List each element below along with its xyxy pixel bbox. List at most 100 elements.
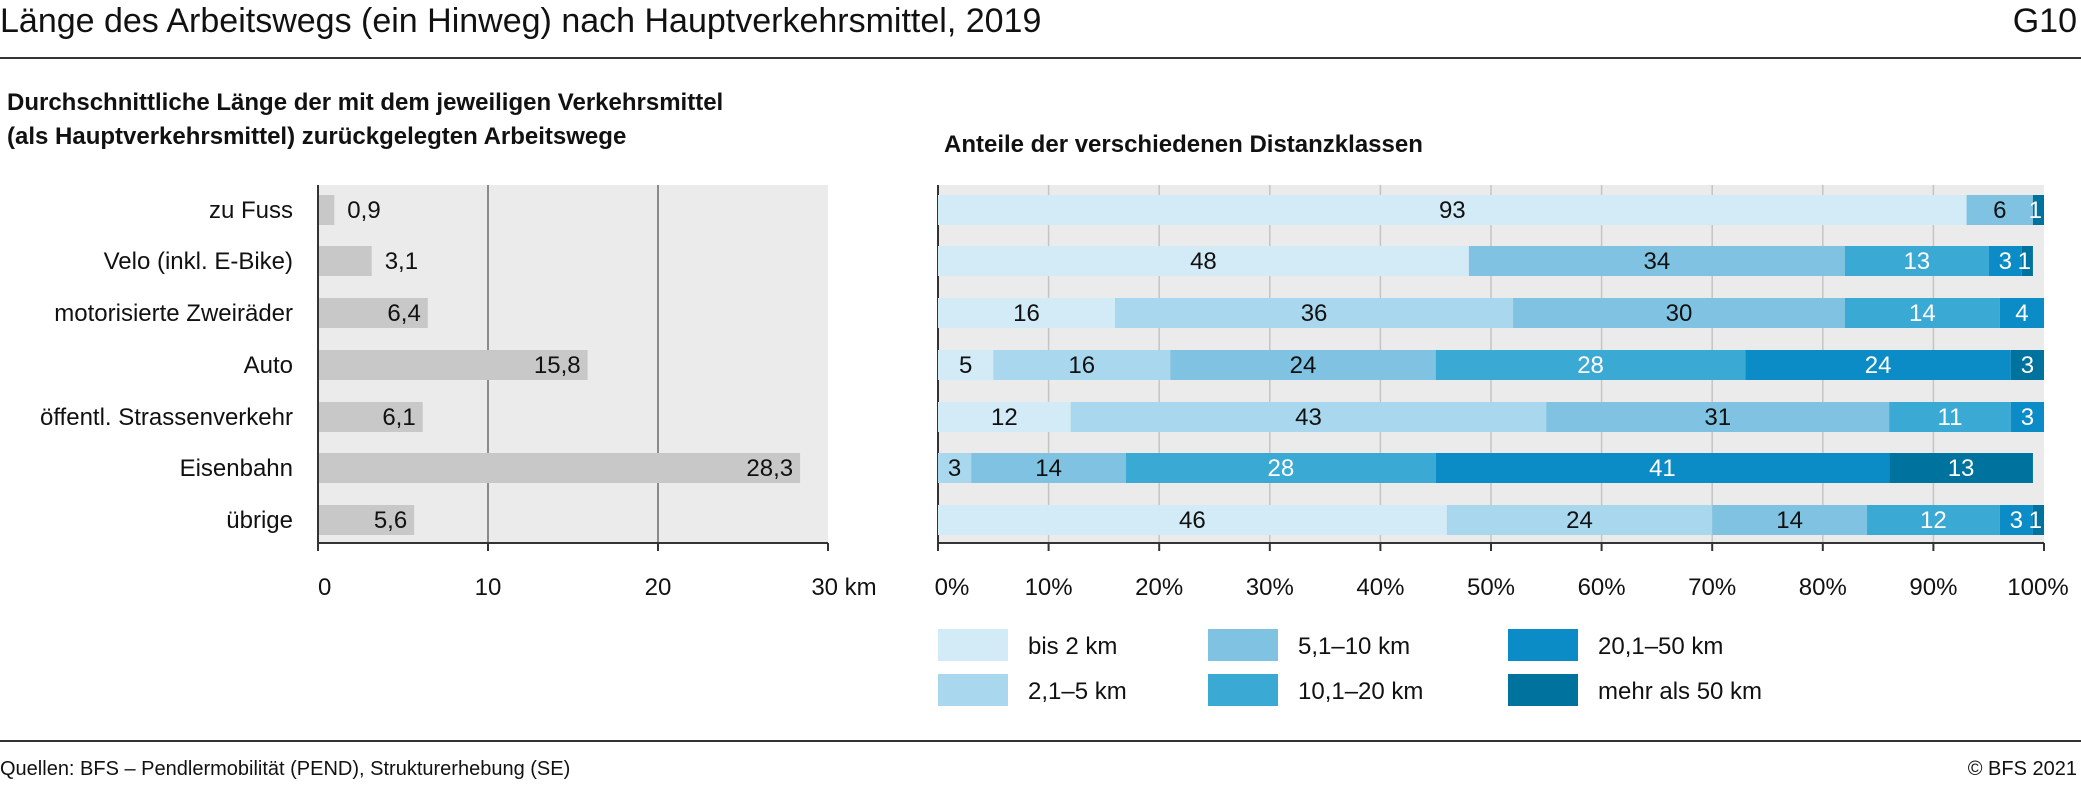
left-bar-auto xyxy=(319,350,588,380)
stacked-segment-auto-bis-2-km xyxy=(938,350,994,380)
stacked-segment-ffentl-strassenverkehr-10-1-20-km xyxy=(1889,402,2011,432)
stacked-value-label: 46 xyxy=(1179,507,1206,534)
stacked-value-label: 24 xyxy=(1290,352,1317,379)
stacked-value-label: 1 xyxy=(2029,507,2042,534)
stacked-segment-motorisierte-zweir-der-20-1-50-km xyxy=(1999,298,2044,328)
category-label-motorisierte-zweir-der: motorisierte Zweiräder xyxy=(54,300,293,327)
stacked-value-label: 14 xyxy=(1909,300,1936,327)
stacked-segment-ffentl-strassenverkehr-20-1-50-km xyxy=(2010,402,2044,432)
footer-rule xyxy=(0,740,2081,742)
stacked-segment-auto-10-1-20-km xyxy=(1435,350,1746,380)
stacked-value-label: 43 xyxy=(1295,404,1322,431)
stacked-segment-auto-2-1-5-km xyxy=(993,350,1171,380)
stacked-segment-auto-20-1-50-km xyxy=(1745,350,2011,380)
stacked-segment-auto-mehr-als-50-km xyxy=(2010,350,2044,380)
stacked-value-label: 5 xyxy=(959,352,972,379)
stacked-segment-velo-inkl-e-bike-20-1-50-km xyxy=(1988,246,2022,276)
right-x-tick-label: 60% xyxy=(1578,574,1626,601)
stacked-value-label: 13 xyxy=(1903,248,1930,275)
left-bar-value-label: 15,8 xyxy=(534,352,581,379)
stacked-value-label: 24 xyxy=(1865,352,1892,379)
stacked-value-label: 14 xyxy=(1776,507,1803,534)
stacked-value-label: 3 xyxy=(1999,248,2012,275)
stacked-value-label: 16 xyxy=(1068,352,1095,379)
stacked-value-label: 34 xyxy=(1644,248,1671,275)
left-x-tick-label: 30 km xyxy=(811,574,876,601)
stacked-segment-eisenbahn-5-1-10-km xyxy=(971,453,1127,483)
right-subtitle: Anteile der verschiedenen Distanzklassen xyxy=(944,131,1423,158)
stacked-value-label: 13 xyxy=(1948,455,1975,482)
stacked-segment-ffentl-strassenverkehr-2-1-5-km xyxy=(1070,402,1547,432)
stacked-value-label: 48 xyxy=(1190,248,1217,275)
left-bar-value-label: 3,1 xyxy=(385,248,418,275)
stacked-segment-eisenbahn-mehr-als-50-km xyxy=(1889,453,2033,483)
legend-swatch-10-1-20-km xyxy=(1208,674,1278,706)
right-x-tick-label: 90% xyxy=(1909,574,1957,601)
legend-label-2-1-5-km: 2,1–5 km xyxy=(1028,678,1127,705)
stacked-segment-velo-inkl-e-bike-5-1-10-km xyxy=(1468,246,1845,276)
legend-label-10-1-20-km: 10,1–20 km xyxy=(1298,678,1423,705)
legend-swatch-20-1-50-km xyxy=(1508,629,1578,661)
stacked-segment-zu-fuss-mehr-als-50-km xyxy=(2032,195,2044,225)
copyright: © BFS 2021 xyxy=(1967,758,2077,780)
stacked-value-label: 24 xyxy=(1566,507,1593,534)
chart-title: Länge des Arbeitswegs (ein Hinweg) nach … xyxy=(0,2,1042,40)
stacked-value-label: 12 xyxy=(991,404,1018,431)
stacked-value-label: 11 xyxy=(1938,404,1963,431)
stacked-segment-eisenbahn-10-1-20-km xyxy=(1126,453,1436,483)
stacked-value-label: 36 xyxy=(1301,300,1328,327)
legend-label-bis-2-km: bis 2 km xyxy=(1028,633,1117,660)
stacked-segment-motorisierte-zweir-der-5-1-10-km xyxy=(1513,298,1845,328)
stacked-value-label: 28 xyxy=(1577,352,1604,379)
right-x-tick-label: 80% xyxy=(1799,574,1847,601)
right-x-tick-label: 50% xyxy=(1467,574,1515,601)
category-label-ffentl-strassenverkehr: öffentl. Strassenverkehr xyxy=(40,404,293,431)
right-x-tick-label: 10% xyxy=(1025,574,1073,601)
right-x-tick-label: 30% xyxy=(1246,574,1294,601)
left-bar-ffentl-strassenverkehr xyxy=(319,402,423,432)
stacked-value-label: 31 xyxy=(1704,404,1731,431)
left-bar-value-label: 0,9 xyxy=(347,197,380,224)
stacked-segment-brige-mehr-als-50-km xyxy=(2032,505,2044,535)
stacked-segment-ffentl-strassenverkehr-5-1-10-km xyxy=(1546,402,1890,432)
left-bar-value-label: 5,6 xyxy=(374,507,407,534)
left-x-tick-label: 0 xyxy=(318,574,331,601)
stacked-value-label: 3 xyxy=(2010,507,2023,534)
stacked-segment-brige-20-1-50-km xyxy=(1999,505,2033,535)
stacked-value-label: 14 xyxy=(1035,455,1062,482)
stacked-value-label: 3 xyxy=(948,455,961,482)
category-label-eisenbahn: Eisenbahn xyxy=(180,455,293,482)
stacked-segment-velo-inkl-e-bike-bis-2-km xyxy=(938,246,1469,276)
legend-label-20-1-50-km: 20,1–50 km xyxy=(1598,633,1723,660)
right-x-tick-label: 20% xyxy=(1135,574,1183,601)
stacked-value-label: 93 xyxy=(1439,197,1466,224)
stacked-segment-brige-5-1-10-km xyxy=(1712,505,1868,535)
left-bar-zu-fuss xyxy=(319,195,335,225)
stacked-value-label: 41 xyxy=(1649,455,1676,482)
left-bar-motorisierte-zweir-der xyxy=(319,298,428,328)
left-x-tick-label: 20 xyxy=(645,574,672,601)
legend-label-5-1-10-km: 5,1–10 km xyxy=(1298,633,1410,660)
stacked-segment-motorisierte-zweir-der-2-1-5-km xyxy=(1114,298,1514,328)
left-subtitle: Durchschnittliche Länge der mit dem jewe… xyxy=(7,86,723,154)
stacked-value-label: 4 xyxy=(2015,300,2028,327)
stacked-segment-brige-2-1-5-km xyxy=(1446,505,1713,535)
stacked-segment-motorisierte-zweir-der-10-1-20-km xyxy=(1844,298,2000,328)
right-x-tick-label: 40% xyxy=(1356,574,1404,601)
left-bar-value-label: 6,1 xyxy=(382,404,415,431)
stacked-value-label: 16 xyxy=(1013,300,1040,327)
stacked-segment-ffentl-strassenverkehr-bis-2-km xyxy=(938,402,1071,432)
left-bar-value-label: 6,4 xyxy=(387,300,420,327)
stacked-segment-eisenbahn-2-1-5-km xyxy=(938,453,972,483)
stacked-segment-zu-fuss-5-1-10-km xyxy=(1966,195,2033,225)
chart-number: G10 xyxy=(2012,2,2077,40)
stacked-value-label: 6 xyxy=(1993,197,2006,224)
left-bar-eisenbahn xyxy=(319,453,801,483)
left-bar-value-label: 28,3 xyxy=(746,455,793,482)
left-subtitle-line-1: Durchschnittliche Länge der mit dem jewe… xyxy=(7,89,724,116)
left-x-tick-label: 10 xyxy=(475,574,502,601)
stacked-segment-auto-5-1-10-km xyxy=(1170,350,1436,380)
stacked-value-label: 30 xyxy=(1666,300,1693,327)
stacked-segment-velo-inkl-e-bike-mehr-als-50-km xyxy=(2021,246,2033,276)
